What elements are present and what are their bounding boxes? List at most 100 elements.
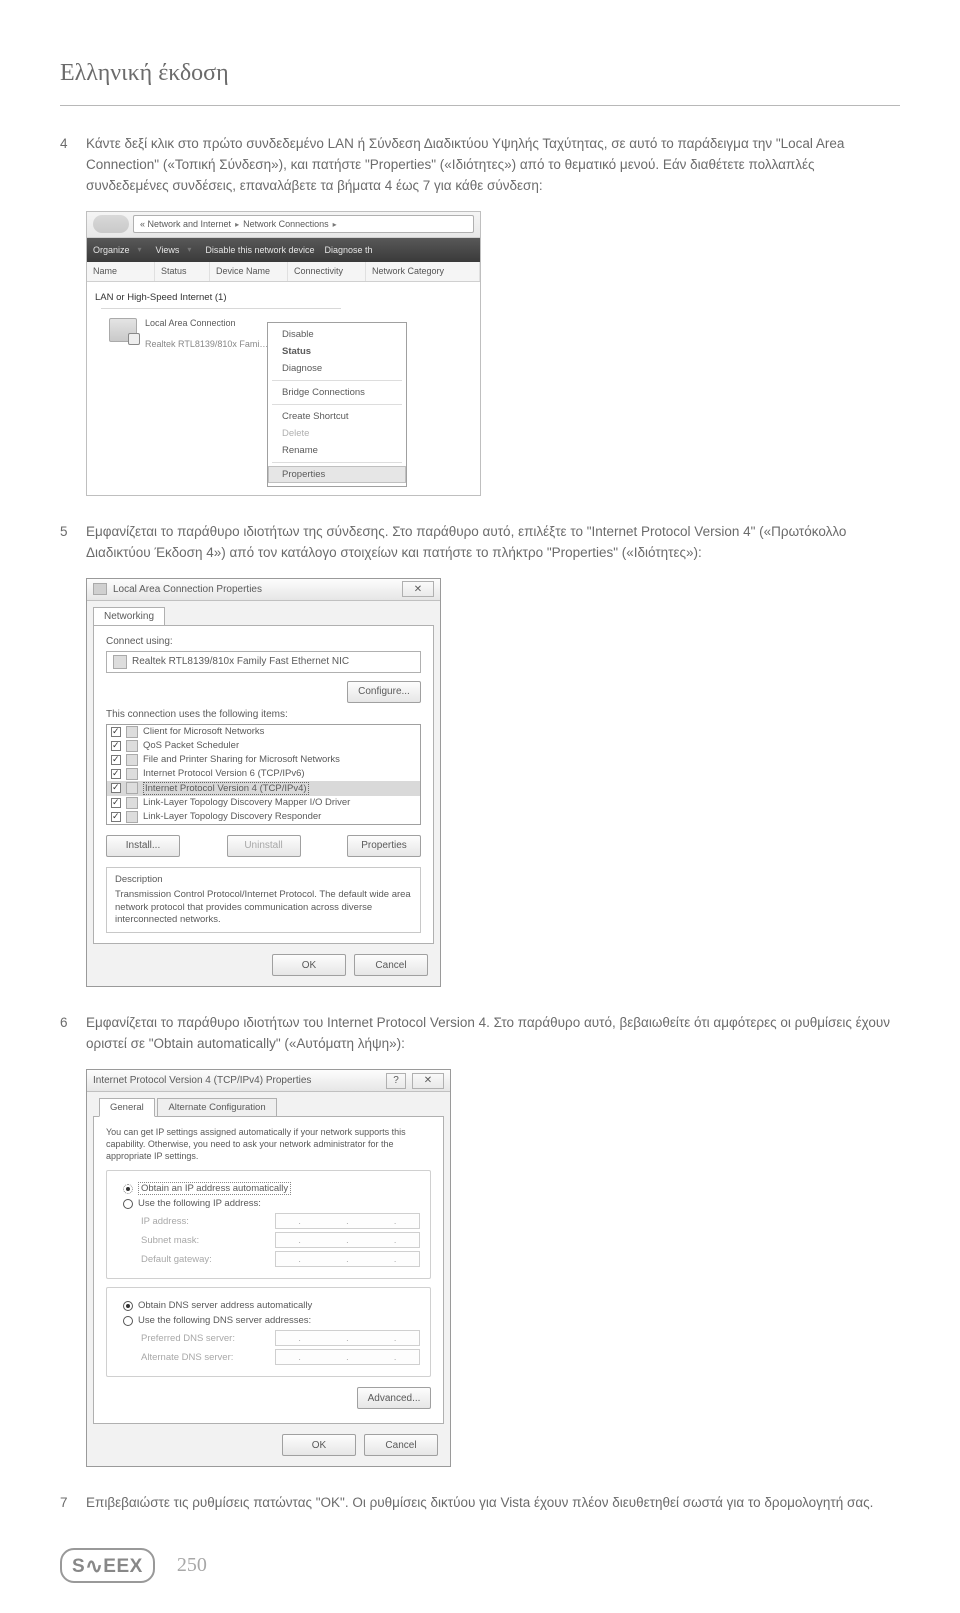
list-item[interactable]: QoS Packet Scheduler bbox=[107, 739, 420, 753]
menu-status[interactable]: Status bbox=[268, 343, 406, 360]
protocol-icon bbox=[126, 797, 138, 809]
help-button[interactable]: ? bbox=[386, 1073, 406, 1089]
menu-properties[interactable]: Properties bbox=[268, 466, 406, 483]
adapter-field: Realtek RTL8139/810x Family Fast Etherne… bbox=[106, 651, 421, 673]
menu-rename[interactable]: Rename bbox=[268, 442, 406, 459]
menu-delete: Delete bbox=[268, 425, 406, 442]
step-number: 6 bbox=[60, 1013, 72, 1055]
close-button[interactable]: ✕ bbox=[412, 1073, 444, 1089]
list-item[interactable]: File and Printer Sharing for Microsoft N… bbox=[107, 753, 420, 767]
description-frame: Description Transmission Control Protoco… bbox=[106, 867, 421, 933]
network-adapter-icon bbox=[109, 318, 137, 342]
pref-dns-label: Preferred DNS server: bbox=[141, 1333, 267, 1344]
col-status[interactable]: Status bbox=[155, 262, 210, 281]
radio-icon bbox=[123, 1184, 133, 1194]
diagnose-button[interactable]: Diagnose th bbox=[324, 245, 372, 255]
step-text: Κάντε δεξί κλικ στο πρώτο συνδεδεμένο LA… bbox=[86, 134, 900, 197]
checkbox-icon[interactable] bbox=[111, 798, 121, 808]
chevron-right-icon: ▸ bbox=[333, 220, 337, 229]
screenshot-ipv4-properties: Internet Protocol Version 4 (TCP/IPv4) P… bbox=[86, 1069, 900, 1467]
radio-use-dns[interactable]: Use the following DNS server addresses: bbox=[123, 1315, 420, 1326]
menu-disable[interactable]: Disable bbox=[268, 326, 406, 343]
step-number: 5 bbox=[60, 522, 72, 564]
list-item[interactable]: Link-Layer Topology Discovery Responder bbox=[107, 810, 420, 824]
intro-text: You can get IP settings assigned automat… bbox=[106, 1127, 431, 1162]
pref-dns-input: ... bbox=[275, 1330, 420, 1346]
radio-obtain-ip[interactable]: Obtain an IP address automatically bbox=[123, 1183, 420, 1194]
toolbar: Organize ▾ Views ▾ Disable this network … bbox=[87, 238, 480, 262]
configure-button[interactable]: Configure... bbox=[347, 681, 421, 703]
column-headers: Name Status Device Name Connectivity Net… bbox=[87, 262, 480, 282]
step-6: 6 Εμφανίζεται το παράθυρο ιδιοτήτων του … bbox=[60, 1013, 900, 1055]
page-number: 250 bbox=[177, 1554, 207, 1577]
radio-icon bbox=[123, 1316, 133, 1326]
chevron-down-icon: ▾ bbox=[187, 245, 191, 254]
divider bbox=[60, 105, 900, 106]
checkbox-icon[interactable] bbox=[111, 812, 121, 822]
install-button[interactable]: Install... bbox=[106, 835, 180, 857]
checkbox-icon[interactable] bbox=[111, 783, 121, 793]
organize-button[interactable]: Organize ▾ bbox=[93, 245, 146, 255]
checkbox-icon[interactable] bbox=[111, 727, 121, 737]
list-item[interactable]: Link-Layer Topology Discovery Mapper I/O… bbox=[107, 796, 420, 810]
menu-separator bbox=[272, 380, 402, 381]
step-text: Εμφανίζεται το παράθυρο ιδιοτήτων της σύ… bbox=[86, 522, 900, 564]
sweex-logo: S∿EEX bbox=[60, 1548, 155, 1583]
address-bar[interactable]: « Network and Internet ▸ Network Connect… bbox=[87, 212, 480, 238]
connection-name: Local Area Connection bbox=[145, 318, 268, 330]
subnet-label: Subnet mask: bbox=[141, 1235, 267, 1246]
radio-obtain-dns[interactable]: Obtain DNS server address automatically bbox=[123, 1300, 420, 1311]
ok-button[interactable]: OK bbox=[282, 1434, 356, 1456]
views-button[interactable]: Views ▾ bbox=[156, 245, 196, 255]
tab-alternate[interactable]: Alternate Configuration bbox=[157, 1098, 276, 1117]
wave-icon: ∿ bbox=[85, 1554, 103, 1579]
subnet-input: ... bbox=[275, 1232, 420, 1248]
checkbox-icon[interactable] bbox=[111, 741, 121, 751]
list-item-selected[interactable]: Internet Protocol Version 4 (TCP/IPv4) bbox=[107, 781, 420, 796]
step-text: Εμφανίζεται το παράθυρο ιδιοτήτων του In… bbox=[86, 1013, 900, 1055]
chevron-down-icon: ▾ bbox=[138, 245, 142, 254]
tab-general[interactable]: General bbox=[99, 1098, 155, 1117]
list-item[interactable]: Internet Protocol Version 6 (TCP/IPv6) bbox=[107, 767, 420, 781]
radio-icon bbox=[123, 1301, 133, 1311]
protocol-icon bbox=[126, 754, 138, 766]
uninstall-button: Uninstall bbox=[227, 835, 301, 857]
alt-dns-input: ... bbox=[275, 1349, 420, 1365]
step-number: 4 bbox=[60, 134, 72, 197]
footer: S∿EEX 250 bbox=[60, 1548, 900, 1583]
checkbox-icon[interactable] bbox=[111, 755, 121, 765]
properties-button[interactable]: Properties bbox=[347, 835, 421, 857]
gateway-input: ... bbox=[275, 1251, 420, 1267]
cancel-button[interactable]: Cancel bbox=[354, 954, 428, 976]
protocol-icon bbox=[126, 811, 138, 823]
step-number: 7 bbox=[60, 1493, 72, 1514]
radio-use-ip[interactable]: Use the following IP address: bbox=[123, 1198, 420, 1209]
menu-bridge[interactable]: Bridge Connections bbox=[268, 384, 406, 401]
col-device[interactable]: Device Name bbox=[210, 262, 288, 281]
ok-button[interactable]: OK bbox=[272, 954, 346, 976]
protocol-list[interactable]: Client for Microsoft Networks QoS Packet… bbox=[106, 724, 421, 825]
uses-items-label: This connection uses the following items… bbox=[106, 709, 421, 720]
menu-diagnose[interactable]: Diagnose bbox=[268, 360, 406, 377]
menu-shortcut[interactable]: Create Shortcut bbox=[268, 408, 406, 425]
window-icon bbox=[93, 583, 107, 595]
protocol-icon bbox=[126, 782, 138, 794]
col-name[interactable]: Name bbox=[87, 262, 155, 281]
tab-networking[interactable]: Networking bbox=[93, 607, 165, 625]
close-button[interactable]: ✕ bbox=[402, 581, 434, 597]
breadcrumb-1[interactable]: « Network and Internet bbox=[140, 219, 231, 229]
list-item[interactable]: Client for Microsoft Networks bbox=[107, 725, 420, 739]
menu-separator bbox=[272, 462, 402, 463]
connection-device: Realtek RTL8139/810x Fami… bbox=[145, 339, 268, 351]
checkbox-icon[interactable] bbox=[111, 769, 121, 779]
protocol-icon bbox=[126, 768, 138, 780]
disable-device-button[interactable]: Disable this network device bbox=[205, 245, 314, 255]
step-4: 4 Κάντε δεξί κλικ στο πρώτο συνδεδεμένο … bbox=[60, 134, 900, 197]
col-connectivity[interactable]: Connectivity bbox=[288, 262, 366, 281]
nav-arrows-icon[interactable] bbox=[93, 215, 129, 233]
adapter-name: Realtek RTL8139/810x Family Fast Etherne… bbox=[132, 656, 349, 667]
advanced-button[interactable]: Advanced... bbox=[357, 1387, 431, 1409]
cancel-button[interactable]: Cancel bbox=[364, 1434, 438, 1456]
col-category[interactable]: Network Category bbox=[366, 262, 480, 281]
breadcrumb-2[interactable]: Network Connections bbox=[243, 219, 329, 229]
